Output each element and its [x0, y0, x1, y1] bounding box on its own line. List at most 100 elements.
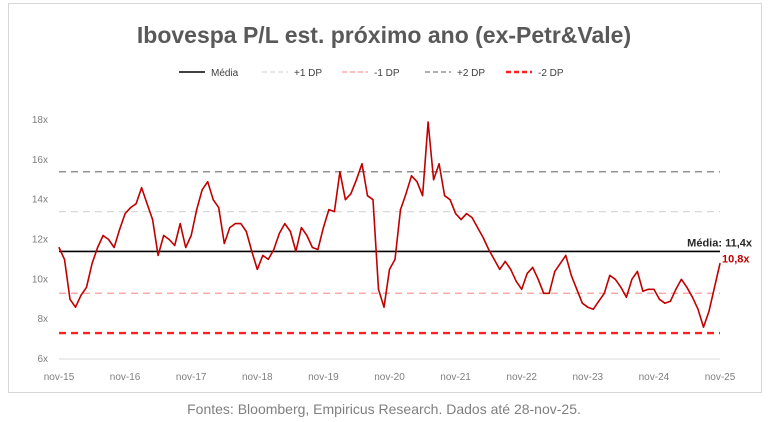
- data-point: [207, 181, 209, 183]
- y-tick-label: 6x: [37, 354, 48, 365]
- data-point: [603, 292, 605, 294]
- data-point: [647, 288, 649, 290]
- data-point: [532, 266, 534, 268]
- data-point: [636, 270, 638, 272]
- chart-footer: Fontes: Bloomberg, Empiricus Research. D…: [187, 401, 581, 417]
- chart-title: Ibovespa P/L est. próximo ano (ex-Petr&V…: [136, 22, 632, 48]
- x-tick-label: nov-25: [705, 372, 736, 383]
- data-point: [91, 262, 93, 264]
- legend-label: -2 DP: [538, 68, 564, 79]
- data-point: [691, 296, 694, 298]
- y-tick-label: 12x: [32, 235, 48, 246]
- data-point: [669, 300, 672, 302]
- data-point: [218, 207, 220, 209]
- data-point: [284, 222, 286, 225]
- data-point: [339, 171, 341, 173]
- data-point: [620, 286, 622, 288]
- data-point: [499, 268, 501, 270]
- data-point: [471, 216, 473, 219]
- data-point: [482, 236, 484, 239]
- data-point: [256, 268, 258, 270]
- data-point: [107, 238, 110, 241]
- data-point: [570, 274, 572, 276]
- data-point: [130, 207, 132, 209]
- x-tick-label: nov-15: [44, 372, 75, 383]
- data-point: [179, 222, 181, 225]
- data-point: [449, 199, 451, 201]
- data-point: [240, 222, 242, 225]
- data-point: [311, 246, 313, 249]
- data-point: [565, 254, 567, 257]
- data-point: [63, 258, 66, 261]
- data-point: [576, 288, 578, 290]
- data-point: [124, 213, 126, 215]
- data-point: [174, 244, 176, 247]
- data-point: [141, 187, 143, 189]
- data-point: [394, 258, 396, 261]
- data-point: [642, 290, 644, 292]
- data-point: [58, 246, 60, 249]
- chart-frame: [8, 3, 762, 393]
- data-point: [163, 234, 165, 237]
- x-tick-label: nov-17: [176, 372, 207, 383]
- data-point: [708, 310, 710, 312]
- data-point: [592, 308, 594, 310]
- chart-svg: 6x 8x 10x 12x 14x 16x 18x nov-15 nov-16 nov-17 nov…: [32, 68, 753, 383]
- data-point: [493, 258, 495, 261]
- data-point: [251, 250, 253, 253]
- data-point: [587, 306, 589, 308]
- data-point: [559, 262, 561, 264]
- data-point: [102, 234, 104, 237]
- data-point: [455, 213, 457, 215]
- data-point: [278, 232, 280, 235]
- data-point: [477, 226, 479, 229]
- data-point: [466, 213, 468, 215]
- data-point: [625, 296, 627, 298]
- data-point: [598, 300, 600, 302]
- data-point: [510, 268, 512, 270]
- data-point: [317, 248, 319, 251]
- data-point: [653, 288, 655, 290]
- data-point: [245, 230, 247, 233]
- data-point: [543, 292, 545, 294]
- data-point: [96, 246, 99, 249]
- data-point: [366, 195, 369, 197]
- data-point: [223, 242, 225, 245]
- data-point: [262, 254, 264, 257]
- data-point: [185, 246, 187, 249]
- data-point: [118, 228, 121, 231]
- data-point: [460, 218, 462, 221]
- x-tick-label: nov-18: [242, 372, 273, 383]
- x-tick-label: nov-22: [506, 372, 537, 383]
- legend-label: Média: [211, 68, 239, 79]
- y-tick-label: 18x: [32, 115, 48, 126]
- data-point: [196, 209, 198, 211]
- data-point: [504, 260, 506, 263]
- data-point: [537, 278, 539, 280]
- data-point: [609, 274, 611, 276]
- data-point: [383, 306, 385, 308]
- data-point: [361, 163, 363, 165]
- data-point: [443, 195, 446, 197]
- data-point: [697, 308, 699, 310]
- y-tick-label: 16x: [32, 155, 48, 166]
- data-point: [719, 262, 721, 264]
- data-point: [273, 248, 275, 251]
- data-point: [229, 226, 231, 229]
- data-point: [713, 286, 716, 288]
- x-tick-label: nov-19: [308, 372, 339, 383]
- data-point: [427, 121, 429, 123]
- data-point: [702, 326, 705, 328]
- data-point: [405, 193, 407, 195]
- data-point: [416, 181, 418, 183]
- data-point: [554, 270, 556, 272]
- data-point: [377, 288, 380, 290]
- data-point: [488, 248, 490, 251]
- legend-label: +2 DP: [457, 68, 485, 79]
- series-line: [58, 121, 721, 328]
- data-point: [328, 209, 330, 211]
- data-point: [526, 272, 528, 274]
- data-point: [614, 278, 616, 280]
- data-point: [372, 199, 374, 201]
- data-point: [74, 306, 77, 308]
